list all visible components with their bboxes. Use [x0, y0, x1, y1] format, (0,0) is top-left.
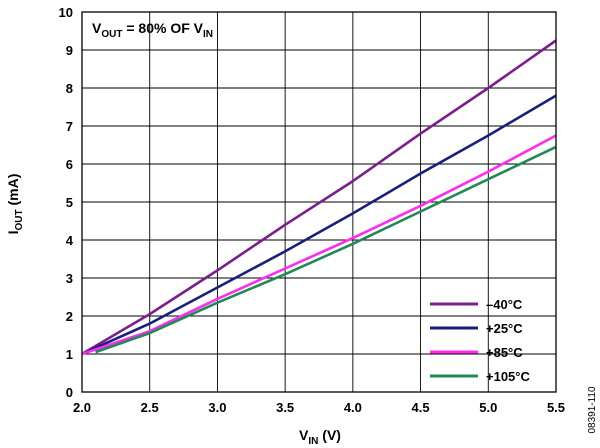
y-tick-label: 9	[66, 43, 73, 58]
x-axis-label: VIN (V)	[299, 427, 341, 447]
y-tick-label: 6	[66, 157, 73, 172]
legend: –40°C +25°C +85°C +105°C	[430, 297, 530, 384]
x-tick-label: 3.5	[276, 400, 294, 415]
x-tick-label: 5.5	[547, 400, 565, 415]
legend-label: +85°C	[486, 345, 523, 360]
y-tick-labels: 0 1 2 3 4 5 6 7 8 9 10	[59, 5, 74, 400]
y-tick-label: 3	[66, 271, 73, 286]
x-tick-label: 3.0	[208, 400, 226, 415]
chart-annotation: VOUT = 80% OF VIN	[92, 20, 213, 40]
x-tick-label: 4.0	[344, 400, 362, 415]
series-line	[81, 134, 557, 356]
series-line	[81, 94, 557, 356]
x-tick-labels: 2.0 2.5 3.0 3.5 4.0 4.5 5.0 5.5	[73, 400, 565, 415]
y-axis-label: IOUT (mA)	[5, 174, 25, 235]
x-tick-label: 5.0	[479, 400, 497, 415]
legend-label: +25°C	[486, 321, 523, 336]
y-tick-label: 2	[66, 309, 73, 324]
x-tick-label: 2.0	[73, 400, 91, 415]
plot-frame	[81, 11, 557, 393]
x-tick-label: 4.5	[412, 400, 430, 415]
y-tick-label: 7	[66, 119, 73, 134]
series-line	[81, 39, 557, 356]
y-tick-label: 10	[59, 5, 73, 20]
y-tick-label: 0	[66, 385, 73, 400]
y-tick-label: 8	[66, 81, 73, 96]
legend-label: +105°C	[486, 369, 530, 384]
y-tick-label: 4	[66, 233, 74, 248]
y-tick-label: 1	[66, 347, 73, 362]
series-group	[81, 39, 557, 356]
grid	[82, 12, 556, 392]
y-tick-label: 5	[66, 195, 73, 210]
x-tick-label: 2.5	[141, 400, 159, 415]
series-line	[95, 145, 557, 354]
legend-label: –40°C	[486, 297, 523, 312]
figure-id: 08391-110	[587, 386, 598, 434]
